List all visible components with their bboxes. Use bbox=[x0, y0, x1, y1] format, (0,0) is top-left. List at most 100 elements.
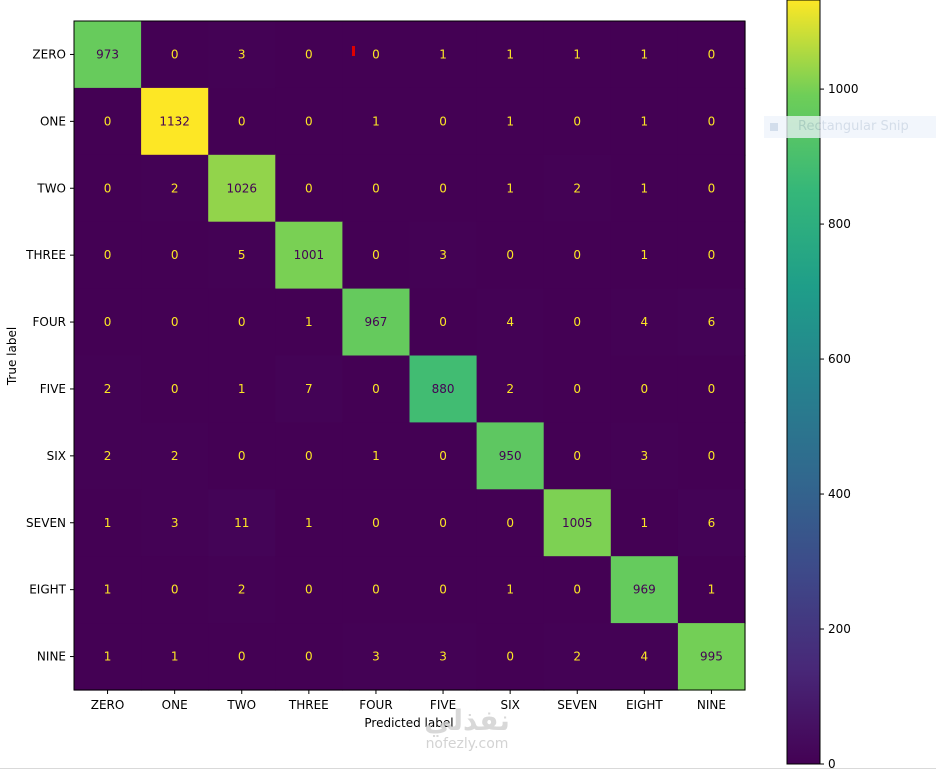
heatmap-cell bbox=[409, 422, 478, 490]
cell-value-label: 0 bbox=[708, 449, 716, 463]
heatmap-cell bbox=[476, 623, 545, 691]
cell-value-label: 1 bbox=[641, 114, 649, 128]
heatmap-cell bbox=[610, 623, 679, 691]
y-tick-label: FOUR bbox=[33, 315, 66, 329]
heatmap-cell bbox=[543, 154, 612, 223]
y-tick-label: TWO bbox=[36, 181, 66, 195]
cell-value-label: 0 bbox=[708, 248, 716, 262]
cell-value-label: 1 bbox=[104, 516, 112, 530]
colorbar-tick-label: 800 bbox=[828, 217, 851, 231]
heatmap-cell bbox=[275, 422, 343, 490]
y-tick-label: FIVE bbox=[40, 382, 66, 396]
heatmap-cell bbox=[275, 87, 343, 156]
heatmap-cell bbox=[409, 21, 478, 89]
cell-value-label: 0 bbox=[506, 516, 514, 530]
heatmap-cell bbox=[74, 556, 142, 624]
cell-value-label: 0 bbox=[372, 583, 380, 597]
cell-value-label: 2 bbox=[573, 181, 581, 195]
cell-value-label: 3 bbox=[238, 47, 246, 61]
cell-value-label: 0 bbox=[305, 449, 313, 463]
heatmap-cell bbox=[476, 154, 545, 223]
x-tick-label: EIGHT bbox=[626, 698, 663, 712]
heatmap-cell bbox=[409, 154, 478, 223]
cell-value-label: 3 bbox=[641, 449, 649, 463]
heatmap-cell bbox=[74, 87, 142, 156]
cell-value-label: 1 bbox=[372, 449, 380, 463]
cell-value-label: 3 bbox=[439, 248, 447, 262]
cell-value-label: 1 bbox=[439, 47, 447, 61]
heatmap-cell bbox=[141, 288, 209, 357]
heatmap-cell bbox=[476, 87, 545, 156]
cell-value-label: 0 bbox=[506, 248, 514, 262]
cell-labels: 973 0 3 0 0 1 1 1 1 00 1132 0 0 1 0 1 0 1 00 2 1026 0 0 0 1 2 1 00 0… bbox=[96, 47, 723, 663]
cell-value-label: 0 bbox=[439, 315, 447, 329]
cell-value-label: 2 bbox=[238, 583, 246, 597]
colorbar bbox=[786, 0, 821, 765]
snip-tooltip: Rectangular Snip bbox=[764, 116, 936, 138]
watermark-url: nofezly.com bbox=[425, 736, 509, 752]
cell-value-label: 0 bbox=[372, 181, 380, 195]
heatmap-cell bbox=[409, 221, 478, 290]
cell-value-label: 2 bbox=[506, 382, 514, 396]
bottom-divider bbox=[0, 768, 936, 769]
y-tick-label: SIX bbox=[47, 449, 66, 463]
cell-value-label: 3 bbox=[372, 650, 380, 664]
cell-value-label: 0 bbox=[238, 650, 246, 664]
heatmap-cell bbox=[141, 87, 209, 156]
heatmap-cell bbox=[409, 489, 478, 557]
heatmap-cell bbox=[74, 21, 142, 89]
heatmap-cell bbox=[342, 221, 411, 290]
cell-value-label: 1 bbox=[641, 248, 649, 262]
heatmap-cell bbox=[141, 422, 209, 490]
heatmap-cell bbox=[208, 355, 276, 423]
x-tick-label: THREE bbox=[288, 698, 329, 712]
cell-value-label: 0 bbox=[238, 449, 246, 463]
cell-value-label: 880 bbox=[432, 382, 455, 396]
cell-value-label: 995 bbox=[700, 650, 723, 664]
heatmap-cell bbox=[342, 87, 411, 156]
heatmap-cell bbox=[208, 221, 276, 290]
heatmap-cell bbox=[208, 489, 276, 557]
cell-value-label: 0 bbox=[305, 181, 313, 195]
cell-value-label: 0 bbox=[573, 583, 581, 597]
heatmap-cell bbox=[543, 489, 612, 557]
heatmap-cell bbox=[275, 623, 343, 691]
colorbar-tick-label: 200 bbox=[828, 622, 851, 636]
cell-value-label: 0 bbox=[171, 248, 179, 262]
cell-value-label: 1 bbox=[506, 181, 514, 195]
heatmap-cell bbox=[476, 422, 545, 490]
cell-value-label: 0 bbox=[238, 315, 246, 329]
cell-value-label: 0 bbox=[439, 583, 447, 597]
heatmap-cell bbox=[141, 221, 209, 290]
cell-value-label: 11 bbox=[234, 516, 249, 530]
heatmap-cell bbox=[677, 154, 746, 223]
cell-value-label: 973 bbox=[96, 47, 119, 61]
cell-value-label: 1 bbox=[573, 47, 581, 61]
heatmap-cell bbox=[74, 221, 142, 290]
cell-value-label: 0 bbox=[372, 382, 380, 396]
colorbar-tick-label: 0 bbox=[828, 757, 836, 771]
heatmap-cell bbox=[74, 154, 142, 223]
heatmap-cell bbox=[409, 288, 478, 357]
heatmap-cell bbox=[610, 87, 679, 156]
watermark: نفذلي nofezly.com bbox=[408, 706, 526, 753]
heatmap-cell bbox=[74, 623, 142, 691]
cell-value-label: 2 bbox=[573, 650, 581, 664]
heatmap-cell bbox=[275, 288, 343, 357]
cell-value-label: 1 bbox=[305, 315, 313, 329]
colorbar-ticks: 0 200 400 600 800 1000 bbox=[820, 82, 859, 771]
heatmap-cell bbox=[677, 288, 746, 357]
heatmap-cell bbox=[543, 556, 612, 624]
cell-value-label: 1 bbox=[305, 516, 313, 530]
heatmap-cell bbox=[610, 489, 679, 557]
heatmap-cell bbox=[342, 556, 411, 624]
cell-value-label: 0 bbox=[305, 583, 313, 597]
cell-value-label: 0 bbox=[573, 248, 581, 262]
cell-value-label: 0 bbox=[641, 382, 649, 396]
heatmap-cell bbox=[677, 221, 746, 290]
cell-value-label: 0 bbox=[171, 583, 179, 597]
heatmap-cell bbox=[610, 154, 679, 223]
cell-value-label: 967 bbox=[364, 315, 387, 329]
heatmap-cell bbox=[342, 288, 411, 357]
cell-value-label: 0 bbox=[305, 47, 313, 61]
